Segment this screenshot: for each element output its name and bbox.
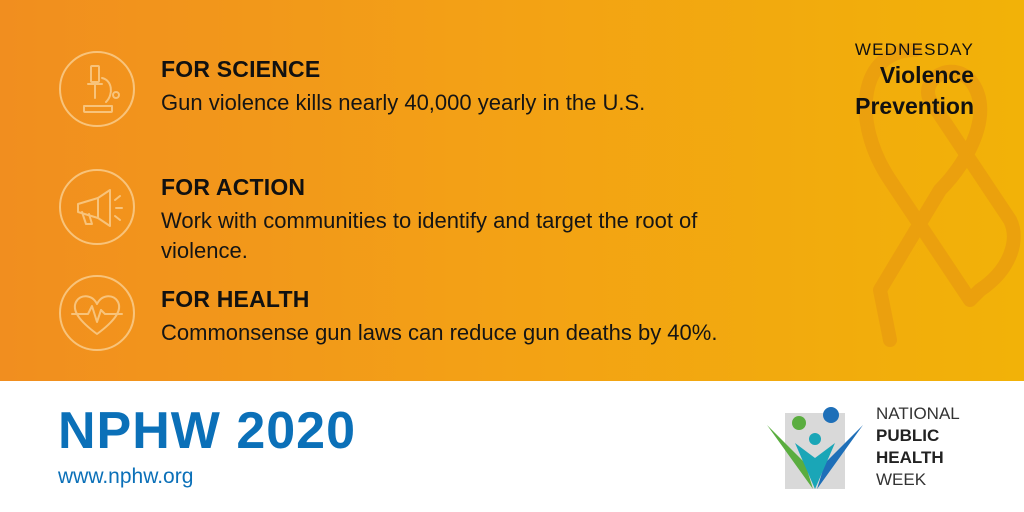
item-health: FOR HEALTH Commonsense gun laws can redu… — [58, 275, 818, 381]
heartbeat-icon — [59, 275, 135, 351]
logo-wordmark: NATIONAL PUBLIC HEALTH WEEK — [876, 403, 960, 491]
logo-line-health: HEALTH — [876, 448, 944, 467]
megaphone-icon — [59, 169, 135, 245]
banner: FOR SCIENCE Gun violence kills nearly 40… — [0, 0, 1024, 381]
logo-line-national: NATIONAL — [876, 404, 960, 423]
day-block: WEDNESDAY Violence Prevention — [855, 40, 974, 122]
day-theme-line2: Prevention — [855, 93, 974, 119]
day-theme-line1: Violence — [879, 62, 974, 88]
item-heading: FOR ACTION — [161, 174, 306, 200]
item-text: Commonsense gun laws can reduce gun deat… — [161, 320, 718, 345]
awareness-ribbon-icon — [858, 43, 1021, 347]
footer: NPHW 2020 www.nphw.org NATIONAL PUBLIC H… — [0, 381, 1024, 512]
nphw-logo-icon — [767, 407, 863, 489]
footer-url-link[interactable]: www.nphw.org — [58, 465, 194, 488]
footer-title: NPHW 2020 — [58, 402, 356, 460]
microscope-icon — [59, 51, 135, 127]
logo-line-week: WEEK — [876, 470, 927, 489]
item-science: FOR SCIENCE Gun violence kills nearly 40… — [58, 50, 818, 160]
item-text: Gun violence kills nearly 40,000 yearly … — [161, 90, 646, 115]
item-heading: FOR SCIENCE — [161, 56, 321, 82]
item-heading: FOR HEALTH — [161, 286, 310, 312]
logo-line-public: PUBLIC — [876, 426, 940, 445]
item-action: FOR ACTION Work with communities to iden… — [58, 168, 818, 278]
day-label: WEDNESDAY — [854, 40, 974, 59]
item-text: Work with communities to identify and ta… — [161, 208, 698, 263]
